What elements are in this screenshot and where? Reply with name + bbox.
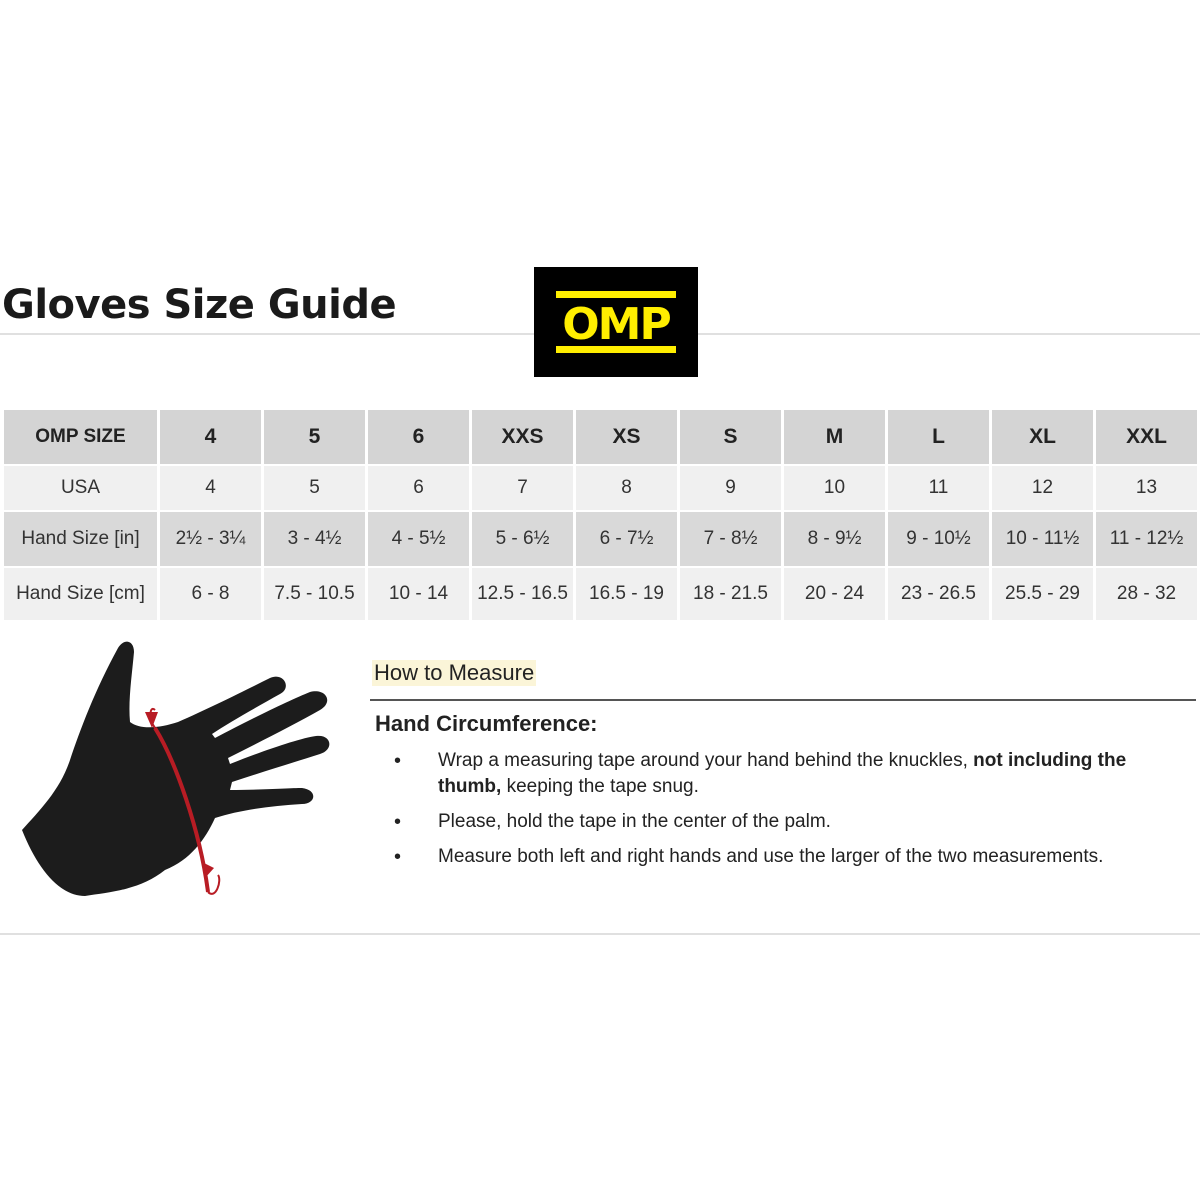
instruction-emphasis: not including the thumb, (438, 750, 1127, 797)
table-row: Hand Size [cm] 6 - 8 7.5 - 10.5 10 - 14 … (4, 568, 1197, 620)
table-cell: 3 - 4½ (264, 512, 365, 566)
table-cell: 8 - 9½ (784, 512, 885, 566)
table-cell: 11 - 12½ (1096, 512, 1197, 566)
table-cell: 18 - 21.5 (680, 568, 781, 620)
table-header-row: OMP SIZE 4 5 6 XXS XS S M L XL XXL (4, 410, 1197, 464)
header-cell: XXL (1096, 410, 1197, 464)
table-cell: 8 (576, 466, 677, 510)
instructions-list: Wrap a measuring tape around your hand b… (392, 748, 1192, 879)
table-cell: 25.5 - 29 (992, 568, 1093, 620)
table-cell: 4 - 5½ (368, 512, 469, 566)
list-item: Measure both left and right hands and us… (392, 844, 1192, 870)
table-row: Hand Size [in] 2½ - 3¼ 3 - 4½ 4 - 5½ 5 -… (4, 512, 1197, 566)
divider (0, 933, 1200, 935)
instruction-text: keeping the tape snug. (501, 776, 699, 797)
table-cell: 9 (680, 466, 781, 510)
divider (370, 699, 1196, 701)
list-item: Wrap a measuring tape around your hand b… (392, 748, 1192, 800)
table-cell: 11 (888, 466, 989, 510)
table-cell: 7 (472, 466, 573, 510)
how-to-measure-heading: How to Measure (372, 660, 537, 686)
table-cell: 12 (992, 466, 1093, 510)
header-cell: XXS (472, 410, 573, 464)
size-table: OMP SIZE 4 5 6 XXS XS S M L XL XXL USA 4… (1, 408, 1200, 622)
table-cell: 7 - 8½ (680, 512, 781, 566)
table-cell: 23 - 26.5 (888, 568, 989, 620)
page-title: Gloves Size Guide (2, 282, 397, 328)
table-cell: 20 - 24 (784, 568, 885, 620)
table-cell: 7.5 - 10.5 (264, 568, 365, 620)
header-cell: 6 (368, 410, 469, 464)
table-cell: 28 - 32 (1096, 568, 1197, 620)
table-cell: 9 - 10½ (888, 512, 989, 566)
header-cell: M (784, 410, 885, 464)
table-cell: 10 (784, 466, 885, 510)
header-cell: XS (576, 410, 677, 464)
instruction-text: Please, hold the tape in the center of t… (438, 811, 831, 832)
row-label: Hand Size [in] (4, 512, 157, 566)
instruction-text: Measure both left and right hands and us… (438, 846, 1104, 867)
table-cell: 10 - 14 (368, 568, 469, 620)
svg-text:OMP: OMP (562, 299, 670, 350)
table-row: USA 4 5 6 7 8 9 10 11 12 13 (4, 466, 1197, 510)
instruction-text: Wrap a measuring tape around your hand b… (438, 750, 974, 771)
row-label: USA (4, 466, 157, 510)
table-cell: 6 - 7½ (576, 512, 677, 566)
table-cell: 5 - 6½ (472, 512, 573, 566)
header-cell: 4 (160, 410, 261, 464)
header-cell: OMP SIZE (4, 410, 157, 464)
row-label: Hand Size [cm] (4, 568, 157, 620)
header-cell: L (888, 410, 989, 464)
header-cell: 5 (264, 410, 365, 464)
header-cell: S (680, 410, 781, 464)
table-cell: 6 - 8 (160, 568, 261, 620)
header-cell: XL (992, 410, 1093, 464)
table-cell: 6 (368, 466, 469, 510)
table-cell: 5 (264, 466, 365, 510)
hand-circumference-heading: Hand Circumference: (375, 711, 598, 736)
omp-logo: OMP (534, 267, 698, 377)
table-cell: 4 (160, 466, 261, 510)
hand-measure-icon (0, 630, 360, 915)
table-cell: 16.5 - 19 (576, 568, 677, 620)
table-cell: 13 (1096, 466, 1197, 510)
table-cell: 10 - 11½ (992, 512, 1093, 566)
table-cell: 2½ - 3¼ (160, 512, 261, 566)
list-item: Please, hold the tape in the center of t… (392, 809, 1192, 835)
table-cell: 12.5 - 16.5 (472, 568, 573, 620)
